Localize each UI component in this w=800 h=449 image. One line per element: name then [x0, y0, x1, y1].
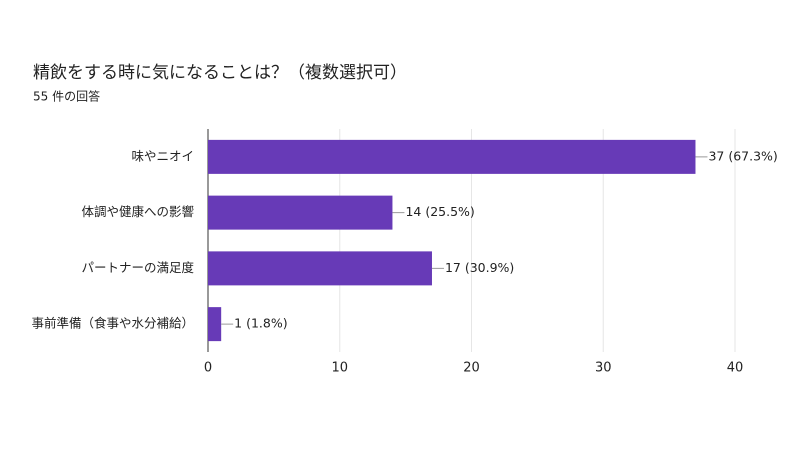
chart-subtitle: 55 件の回答 — [33, 89, 100, 104]
value-label: 1 (1.8%) — [234, 316, 287, 331]
chart-title: 精飲をする時に気になることは？（複数選択可） — [33, 63, 407, 83]
bar — [208, 251, 432, 286]
y-tick-label: 体調や健康への影響 — [81, 204, 194, 219]
y-tick-label: 味やニオイ — [131, 148, 194, 163]
x-tick-label: 10 — [331, 361, 348, 376]
bar — [208, 307, 222, 342]
value-label: 14 (25.5%) — [405, 204, 474, 219]
bar — [208, 195, 393, 230]
x-tick-label: 30 — [595, 361, 612, 376]
y-tick-label: 事前準備（食事や水分補給） — [31, 316, 194, 331]
x-tick-label: 40 — [727, 361, 744, 376]
value-label: 37 (67.3%) — [708, 148, 777, 163]
bar — [208, 139, 696, 174]
x-tick-label: 20 — [463, 361, 480, 376]
x-tick-label: 0 — [204, 361, 212, 376]
value-label: 17 (30.9%) — [445, 260, 514, 275]
y-tick-label: パートナーの満足度 — [81, 260, 194, 275]
